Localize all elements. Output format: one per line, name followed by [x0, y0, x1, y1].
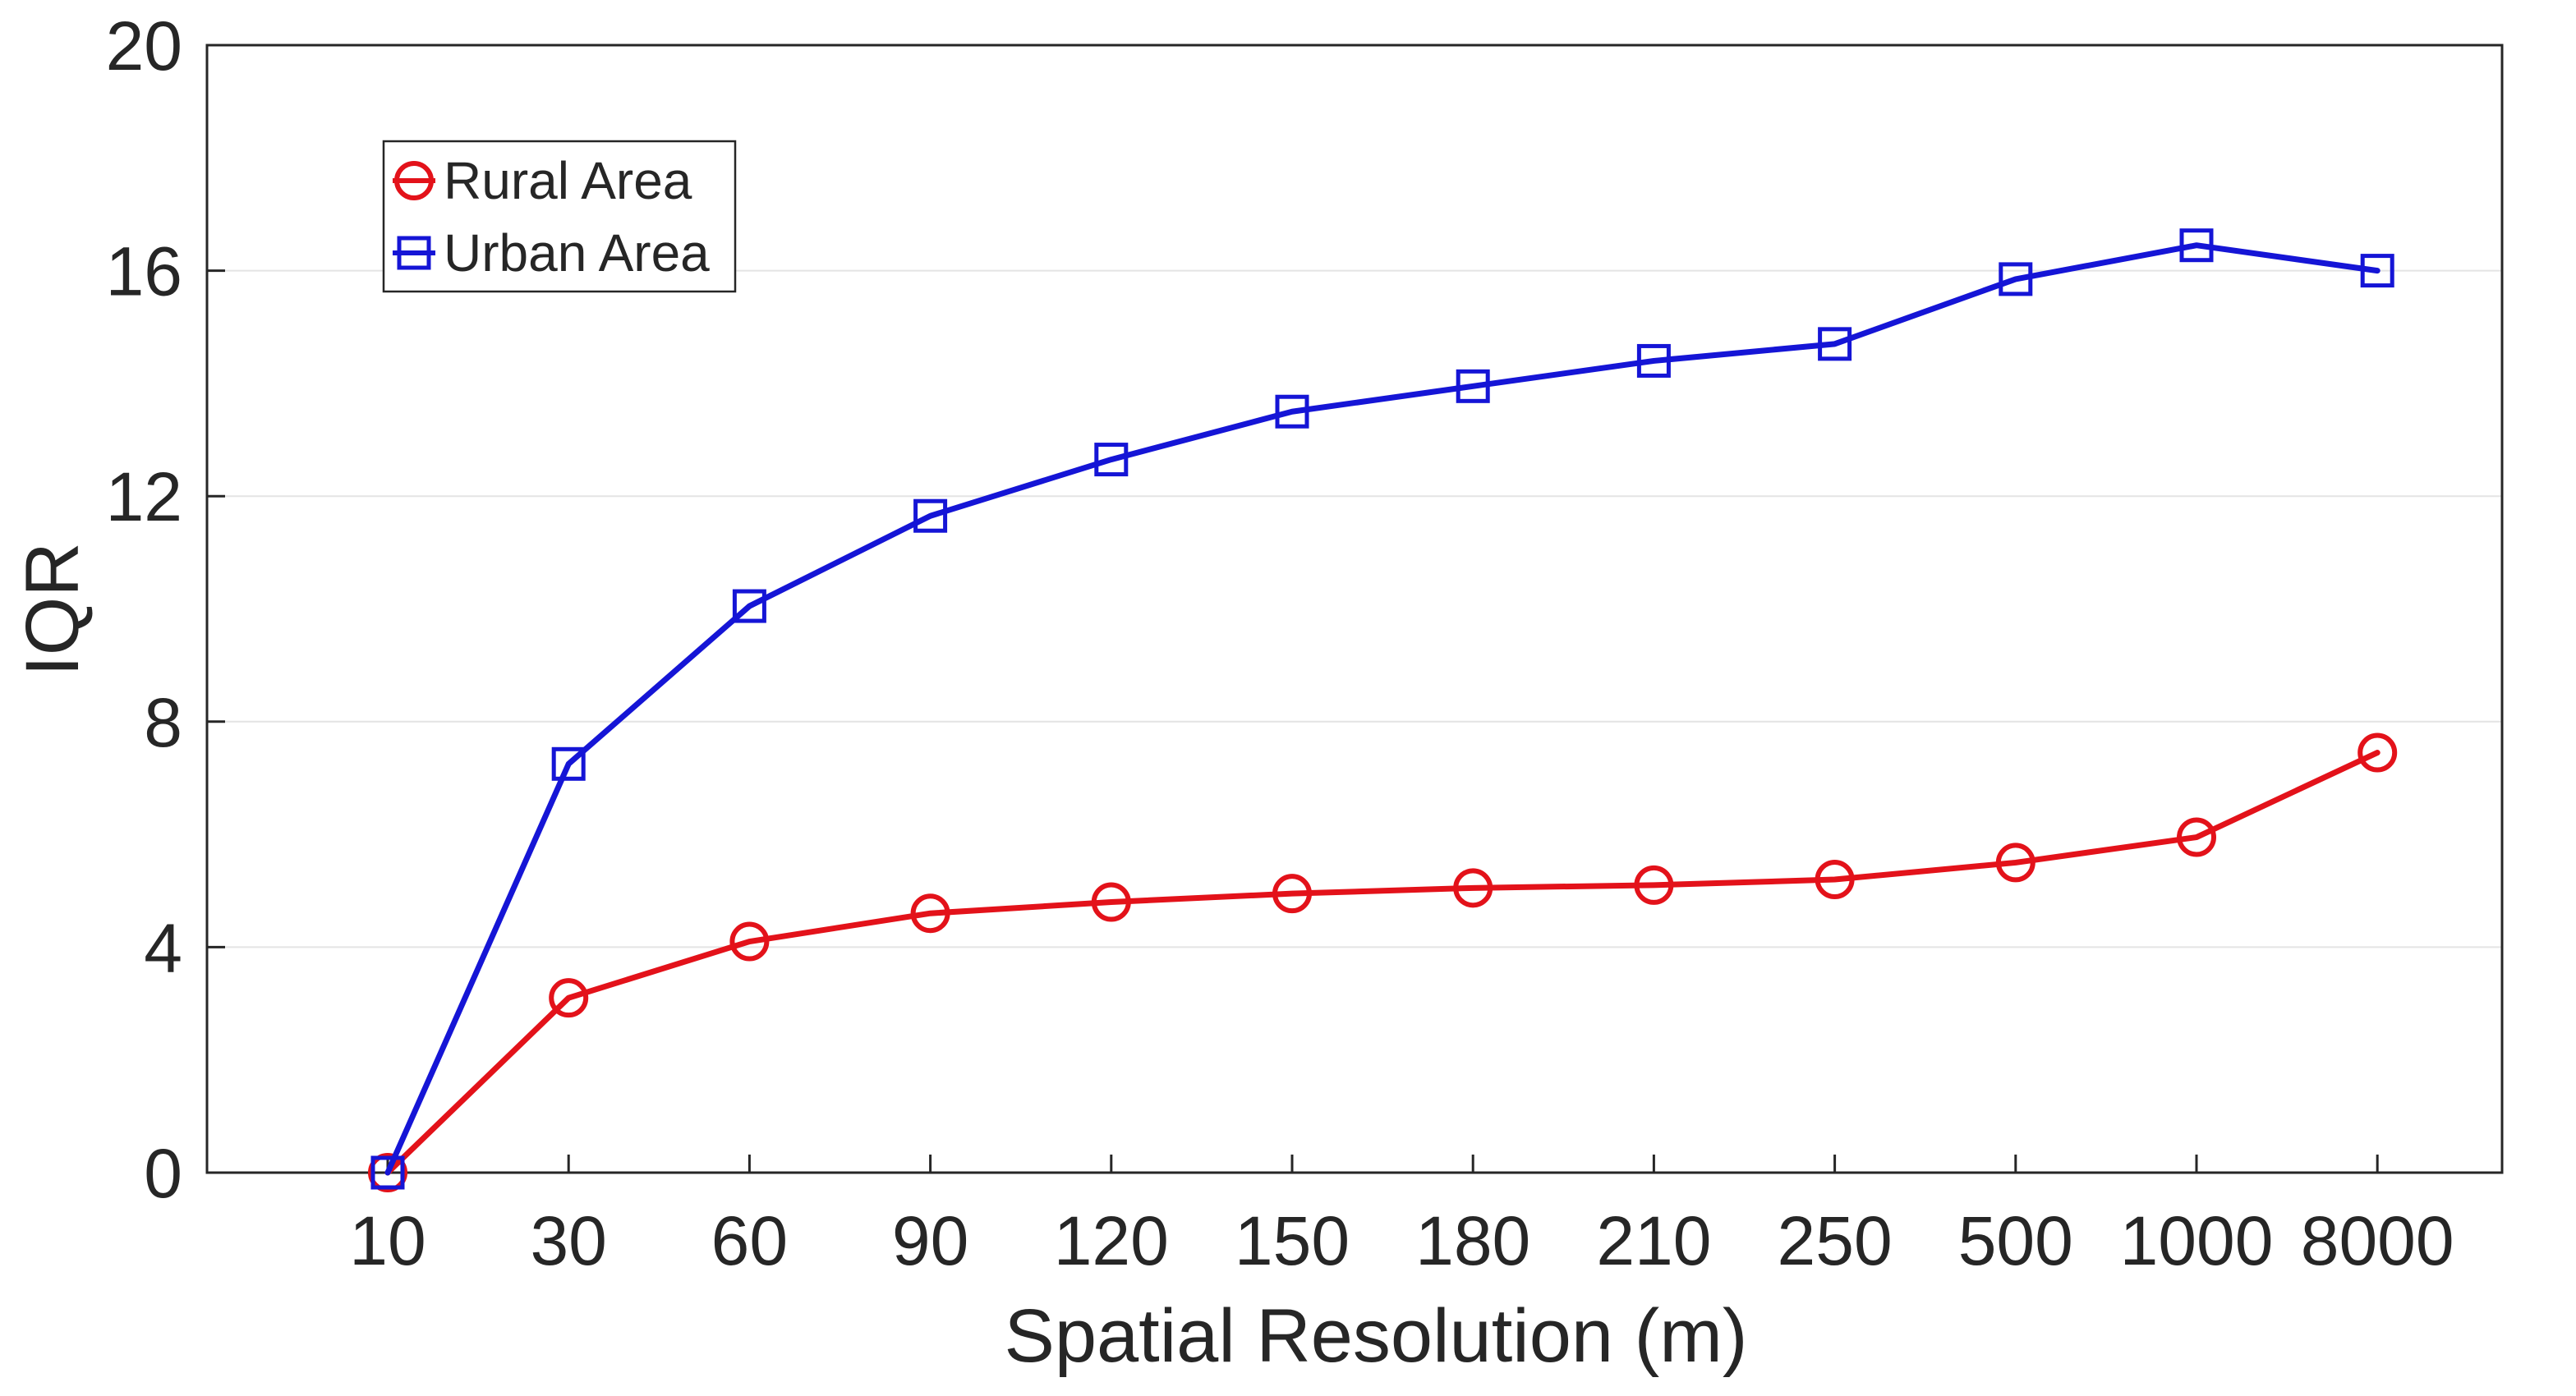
data-point-square	[1999, 262, 2033, 296]
data-point-circle	[368, 1153, 407, 1192]
data-point-circle	[910, 893, 950, 934]
data-point-circle	[2177, 817, 2216, 857]
x-tick-label: 30	[530, 1202, 606, 1279]
data-point-circle	[729, 921, 770, 962]
data-point-circle	[1995, 843, 2036, 883]
data-point-circle	[1272, 874, 1312, 914]
x-tick-label: 60	[711, 1202, 788, 1279]
data-point-square	[1636, 343, 1671, 378]
series-group	[368, 228, 2398, 1192]
data-point-circle	[1091, 882, 1131, 922]
data-point-square	[913, 498, 948, 533]
y-tick-label: 8	[144, 684, 182, 761]
y-axis-ticks: 0 4 8 12 16 20	[106, 7, 225, 1212]
legend-label: Urban Area	[444, 223, 710, 282]
y-tick-label: 0	[144, 1135, 182, 1212]
data-point-square	[2179, 228, 2214, 263]
x-tick-label: 1000	[2120, 1202, 2274, 1279]
data-point-circle	[549, 978, 589, 1018]
legend-marker-circle	[394, 161, 434, 200]
x-tick-label: 10	[349, 1202, 426, 1279]
data-point-square	[370, 1155, 405, 1190]
data-point-square	[1818, 327, 1852, 361]
legend-marker-square	[397, 236, 431, 270]
x-tick-label: 90	[892, 1202, 968, 1279]
x-tick-label: 150	[1235, 1202, 1350, 1279]
legend-label: Rural Area	[444, 151, 692, 210]
legend: Rural Area Urban Area	[382, 140, 737, 293]
data-point-square	[2360, 254, 2394, 288]
y-tick-label: 4	[144, 909, 182, 986]
y-tick-label: 16	[106, 233, 182, 310]
x-axis-label: Spatial Resolution (m)	[1004, 1294, 1747, 1378]
x-tick-label: 250	[1778, 1202, 1893, 1279]
data-point-circle	[1815, 860, 1855, 900]
x-tick-label: 180	[1415, 1202, 1530, 1279]
data-point-circle	[2358, 732, 2398, 773]
x-tick-label: 8000	[2301, 1202, 2454, 1279]
y-tick-label: 12	[106, 458, 182, 535]
legend-items: Rural Area Urban Area	[393, 151, 710, 282]
x-tick-label: 120	[1054, 1202, 1169, 1279]
data-point-square	[1275, 394, 1309, 429]
legend-item: Rural Area	[393, 151, 692, 210]
series-line	[384, 750, 2380, 1176]
data-point-circle	[1453, 868, 1493, 908]
y-tick-label: 20	[106, 7, 182, 85]
y-axis-label: IQR	[11, 542, 94, 677]
series-urban-area	[370, 228, 2394, 1190]
data-point-square	[732, 589, 766, 623]
data-point-square	[1094, 443, 1129, 477]
data-point-square	[1456, 369, 1490, 403]
data-point-circle	[1634, 865, 1674, 905]
data-point-square	[551, 746, 586, 781]
series-line	[384, 242, 2380, 1176]
legend-item: Urban Area	[393, 223, 710, 282]
legend-box	[382, 140, 737, 293]
x-axis-ticks: 10 30 60 90 120 150 180 210 250 500 1000 8000	[349, 1155, 2454, 1279]
x-tick-label: 500	[1958, 1202, 2073, 1279]
x-tick-label: 210	[1596, 1202, 1711, 1279]
plot-area-frame	[205, 44, 2504, 1174]
series-rural-area	[368, 732, 2398, 1192]
